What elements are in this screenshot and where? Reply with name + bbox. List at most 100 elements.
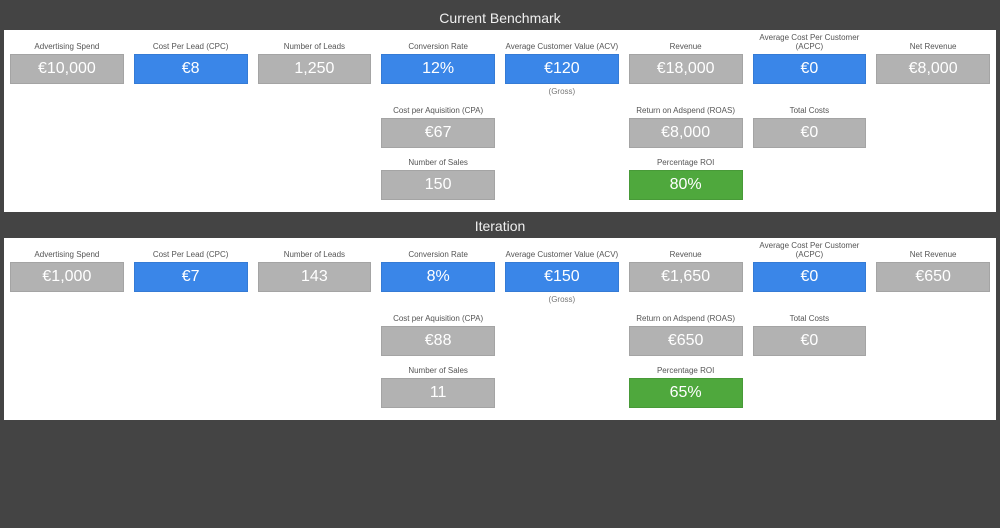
metric-label: Total Costs xyxy=(790,308,830,326)
metric-label: Cost Per Lead (CPC) xyxy=(153,36,229,54)
metric-label: Average Customer Value (ACV) xyxy=(506,36,619,54)
empty-cell xyxy=(134,152,248,204)
metric-label: Percentage ROI xyxy=(657,152,714,170)
metric-value: €120 xyxy=(505,54,619,84)
metric-label: Average Customer Value (ACV) xyxy=(506,244,619,262)
panel-current-benchmark: Advertising Spend€10,000Cost Per Lead (C… xyxy=(4,30,996,212)
metric-average-customer-value-acv: Average Customer Value (ACV)€150 (Gross) xyxy=(505,244,619,308)
metric-revenue: Revenue€1,650 xyxy=(629,244,743,308)
metric-percentage-roi: Percentage ROI65% xyxy=(629,360,743,412)
empty-cell xyxy=(876,308,990,360)
metric-value: 12% xyxy=(381,54,495,84)
metric-value: 150 xyxy=(381,170,495,200)
metric-number-of-leads: Number of Leads1,250 xyxy=(258,36,372,100)
empty-cell xyxy=(505,152,619,204)
metric-return-on-adspend-roas: Return on Adspend (ROAS)€8,000 xyxy=(629,100,743,152)
empty-cell xyxy=(505,308,619,360)
metric-value: 8% xyxy=(381,262,495,292)
metric-value: €1,000 xyxy=(10,262,124,292)
metric-value: 143 xyxy=(258,262,372,292)
metric-sublabel: (Gross) xyxy=(549,87,576,96)
metric-label: Average Cost Per Customer (ACPC) xyxy=(753,36,867,54)
metric-cost-per-aquisition-cpa: Cost per Aquisition (CPA)€67 xyxy=(381,100,495,152)
metric-net-revenue: Net Revenue€650 xyxy=(876,244,990,308)
metric-advertising-spend: Advertising Spend€1,000 xyxy=(10,244,124,308)
empty-cell xyxy=(134,100,248,152)
metric-value: €0 xyxy=(753,118,867,148)
metric-value: €650 xyxy=(876,262,990,292)
section-title-iteration: Iteration xyxy=(4,212,996,238)
metric-label: Net Revenue xyxy=(910,244,957,262)
empty-cell xyxy=(753,360,867,412)
metric-conversion-rate: Conversion Rate12% xyxy=(381,36,495,100)
metric-label: Cost Per Lead (CPC) xyxy=(153,244,229,262)
metric-label: Number of Leads xyxy=(284,244,345,262)
metric-advertising-spend: Advertising Spend€10,000 xyxy=(10,36,124,100)
metric-value: €0 xyxy=(753,54,867,84)
metric-label: Advertising Spend xyxy=(34,36,99,54)
metric-value: €0 xyxy=(753,326,867,356)
metric-value: €7 xyxy=(134,262,248,292)
section-title-current-benchmark: Current Benchmark xyxy=(4,4,996,30)
metric-net-revenue: Net Revenue€8,000 xyxy=(876,36,990,100)
empty-cell xyxy=(258,152,372,204)
metric-total-costs: Total Costs€0 xyxy=(753,100,867,152)
metric-sublabel: (Gross) xyxy=(549,295,576,304)
metric-label: Return on Adspend (ROAS) xyxy=(636,100,735,118)
metric-cost-per-lead-cpc: Cost Per Lead (CPC)€7 xyxy=(134,244,248,308)
metric-label: Number of Leads xyxy=(284,36,345,54)
metric-value: €10,000 xyxy=(10,54,124,84)
metric-value: €18,000 xyxy=(629,54,743,84)
metric-value: €0 xyxy=(753,262,867,292)
metric-average-cost-per-customer-acpc: Average Cost Per Customer (ACPC)€0 xyxy=(753,36,867,100)
metric-label: Net Revenue xyxy=(910,36,957,54)
metric-number-of-sales: Number of Sales150 xyxy=(381,152,495,204)
metric-label: Total Costs xyxy=(790,100,830,118)
metric-total-costs: Total Costs€0 xyxy=(753,308,867,360)
empty-cell xyxy=(134,360,248,412)
empty-cell xyxy=(876,152,990,204)
metric-label: Conversion Rate xyxy=(408,36,468,54)
empty-cell xyxy=(10,360,124,412)
metric-cost-per-aquisition-cpa: Cost per Aquisition (CPA)€88 xyxy=(381,308,495,360)
metric-label: Cost per Aquisition (CPA) xyxy=(393,100,483,118)
empty-cell xyxy=(753,152,867,204)
metric-label: Cost per Aquisition (CPA) xyxy=(393,308,483,326)
metric-label: Revenue xyxy=(670,36,702,54)
metric-value: 11 xyxy=(381,378,495,408)
empty-cell xyxy=(876,360,990,412)
empty-cell xyxy=(258,308,372,360)
metric-return-on-adspend-roas: Return on Adspend (ROAS)€650 xyxy=(629,308,743,360)
empty-cell xyxy=(10,308,124,360)
metric-number-of-leads: Number of Leads143 xyxy=(258,244,372,308)
metric-label: Conversion Rate xyxy=(408,244,468,262)
empty-cell xyxy=(258,360,372,412)
metric-value: €67 xyxy=(381,118,495,148)
metric-cost-per-lead-cpc: Cost Per Lead (CPC)€8 xyxy=(134,36,248,100)
metric-average-cost-per-customer-acpc: Average Cost Per Customer (ACPC)€0 xyxy=(753,244,867,308)
metric-value: €8,000 xyxy=(629,118,743,148)
empty-cell xyxy=(10,152,124,204)
metric-label: Advertising Spend xyxy=(34,244,99,262)
metric-value: €88 xyxy=(381,326,495,356)
metric-value: €1,650 xyxy=(629,262,743,292)
panel-iteration: Advertising Spend€1,000Cost Per Lead (CP… xyxy=(4,238,996,420)
metric-label: Return on Adspend (ROAS) xyxy=(636,308,735,326)
metric-conversion-rate: Conversion Rate8% xyxy=(381,244,495,308)
metric-label: Number of Sales xyxy=(408,360,468,378)
metric-revenue: Revenue€18,000 xyxy=(629,36,743,100)
empty-cell xyxy=(258,100,372,152)
metric-label: Revenue xyxy=(670,244,702,262)
empty-cell xyxy=(134,308,248,360)
empty-cell xyxy=(505,100,619,152)
metric-value: €150 xyxy=(505,262,619,292)
metric-percentage-roi: Percentage ROI80% xyxy=(629,152,743,204)
empty-cell xyxy=(876,100,990,152)
empty-cell xyxy=(10,100,124,152)
metric-value: 80% xyxy=(629,170,743,200)
metric-label: Percentage ROI xyxy=(657,360,714,378)
metric-value: €8,000 xyxy=(876,54,990,84)
empty-cell xyxy=(505,360,619,412)
metric-value: 65% xyxy=(629,378,743,408)
metric-average-customer-value-acv: Average Customer Value (ACV)€120 (Gross) xyxy=(505,36,619,100)
